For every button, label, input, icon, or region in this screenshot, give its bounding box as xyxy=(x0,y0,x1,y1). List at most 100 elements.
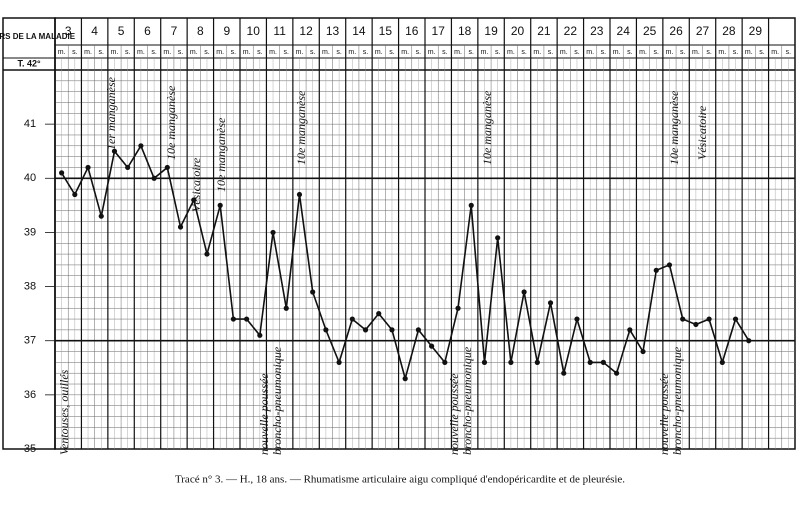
x-tick-label: 25 xyxy=(643,24,657,38)
temperature-point xyxy=(442,359,448,365)
x-tick-label: 8 xyxy=(197,24,204,38)
sub-label: s. xyxy=(125,49,131,56)
sub-label: s. xyxy=(521,49,527,56)
temperature-point xyxy=(534,359,540,365)
temperature-point xyxy=(98,213,104,219)
sub-label: m. xyxy=(481,49,489,56)
x-tick-label: 7 xyxy=(171,24,178,38)
temperature-point xyxy=(402,376,408,382)
x-tick-label: 22 xyxy=(564,24,578,38)
y-tick-label: 36 xyxy=(24,389,36,401)
sub-label: s. xyxy=(416,49,422,56)
temperature-point xyxy=(191,197,197,203)
sub-label: m. xyxy=(84,49,92,56)
temperature-point xyxy=(719,359,725,365)
annotation: nouvelle poussée xyxy=(447,373,461,455)
sub-label: s. xyxy=(706,49,712,56)
temperature-point xyxy=(283,305,289,311)
annotation: 10e manganèse xyxy=(214,117,228,192)
temperature-point xyxy=(376,311,382,317)
temperature-point xyxy=(85,164,91,171)
x-tick-label: 6 xyxy=(144,24,151,38)
temperature-point xyxy=(72,191,78,198)
sub-label: s. xyxy=(310,49,316,56)
x-tick-label: 12 xyxy=(299,24,313,38)
sub-label: m. xyxy=(322,49,330,56)
annotation: 10e manganèse xyxy=(294,90,308,165)
sub-label: s. xyxy=(548,49,554,56)
annotation: 10e manganèse xyxy=(480,90,494,165)
sub-label: s. xyxy=(284,49,290,56)
caption: Tracé n° 3. — H., 18 ans. — Rhumatisme a… xyxy=(175,474,625,486)
top-label: T. 42° xyxy=(17,58,41,68)
y-tick-label: 41 xyxy=(24,118,36,130)
temperature-point xyxy=(495,235,501,241)
x-tick-label: 17 xyxy=(432,24,446,38)
sub-label: m. xyxy=(428,49,436,56)
temperature-point xyxy=(653,267,659,273)
temperature-point xyxy=(587,359,593,365)
x-tick-label: 20 xyxy=(511,24,525,38)
temperature-point xyxy=(561,370,567,376)
sub-label: m. xyxy=(507,49,515,56)
annotation: broncho-pneumonique xyxy=(270,346,284,455)
temperature-point xyxy=(415,327,421,333)
sub-label: s. xyxy=(654,49,660,56)
x-tick-label: 3 xyxy=(65,24,72,38)
x-tick-label: 24 xyxy=(617,24,631,38)
annotation: nouvelle poussée xyxy=(257,373,271,455)
x-tick-label: 29 xyxy=(749,24,763,38)
sub-label: s. xyxy=(601,49,607,56)
sub-label: m. xyxy=(639,49,647,56)
sub-label: m. xyxy=(163,49,171,56)
y-tick-label: 38 xyxy=(24,280,36,292)
temperature-point xyxy=(111,148,118,154)
x-tick-label: 21 xyxy=(537,24,551,38)
annotation: 10e manganèse xyxy=(164,85,178,160)
sub-label: s. xyxy=(759,49,765,56)
temperature-point xyxy=(481,359,488,365)
temperature-point xyxy=(257,332,263,338)
annotation: Vésicatoire xyxy=(695,105,709,160)
sub-label: s. xyxy=(257,49,263,56)
sub-label: s. xyxy=(627,49,633,56)
sub-label: s. xyxy=(469,49,475,56)
sub-label: m. xyxy=(745,49,753,56)
x-tick-label: 19 xyxy=(484,24,498,38)
sub-label: s. xyxy=(495,49,501,56)
annotation: broncho-pneumonique xyxy=(460,346,474,455)
annotation: broncho-pneumonique xyxy=(670,346,684,455)
sub-label: m. xyxy=(137,49,145,56)
sub-label: m. xyxy=(216,49,224,56)
temperature-point xyxy=(614,370,620,376)
temperature-point xyxy=(508,359,514,365)
sub-label: m. xyxy=(560,49,568,56)
sub-label: s. xyxy=(442,49,448,56)
header-label: JOURS DE LA MALADIE xyxy=(0,32,76,41)
temperature-point xyxy=(177,224,184,230)
sub-label: m. xyxy=(718,49,726,56)
temperature-point xyxy=(244,316,250,322)
sub-label: m. xyxy=(666,49,674,56)
x-tick-label: 14 xyxy=(352,24,366,38)
x-tick-label: 18 xyxy=(458,24,472,38)
temperature-point xyxy=(138,143,144,149)
sub-label: m. xyxy=(771,49,779,56)
temperature-point xyxy=(455,305,461,311)
temperature-point xyxy=(217,202,223,208)
temperature-point xyxy=(125,164,131,171)
temperature-point xyxy=(362,327,369,333)
temperature-point xyxy=(230,316,236,322)
temperature-point xyxy=(164,164,170,171)
sub-label: s. xyxy=(389,49,395,56)
x-tick-label: 28 xyxy=(722,24,736,38)
sub-label: s. xyxy=(151,49,157,56)
sub-label: s. xyxy=(178,49,184,56)
temperature-point xyxy=(429,343,435,349)
x-tick-label: 10 xyxy=(247,24,261,38)
sub-label: m. xyxy=(58,49,66,56)
temperature-point xyxy=(204,251,210,257)
temperature-point xyxy=(270,229,276,236)
sub-label: s. xyxy=(786,49,792,56)
y-tick-label: 40 xyxy=(24,172,36,184)
